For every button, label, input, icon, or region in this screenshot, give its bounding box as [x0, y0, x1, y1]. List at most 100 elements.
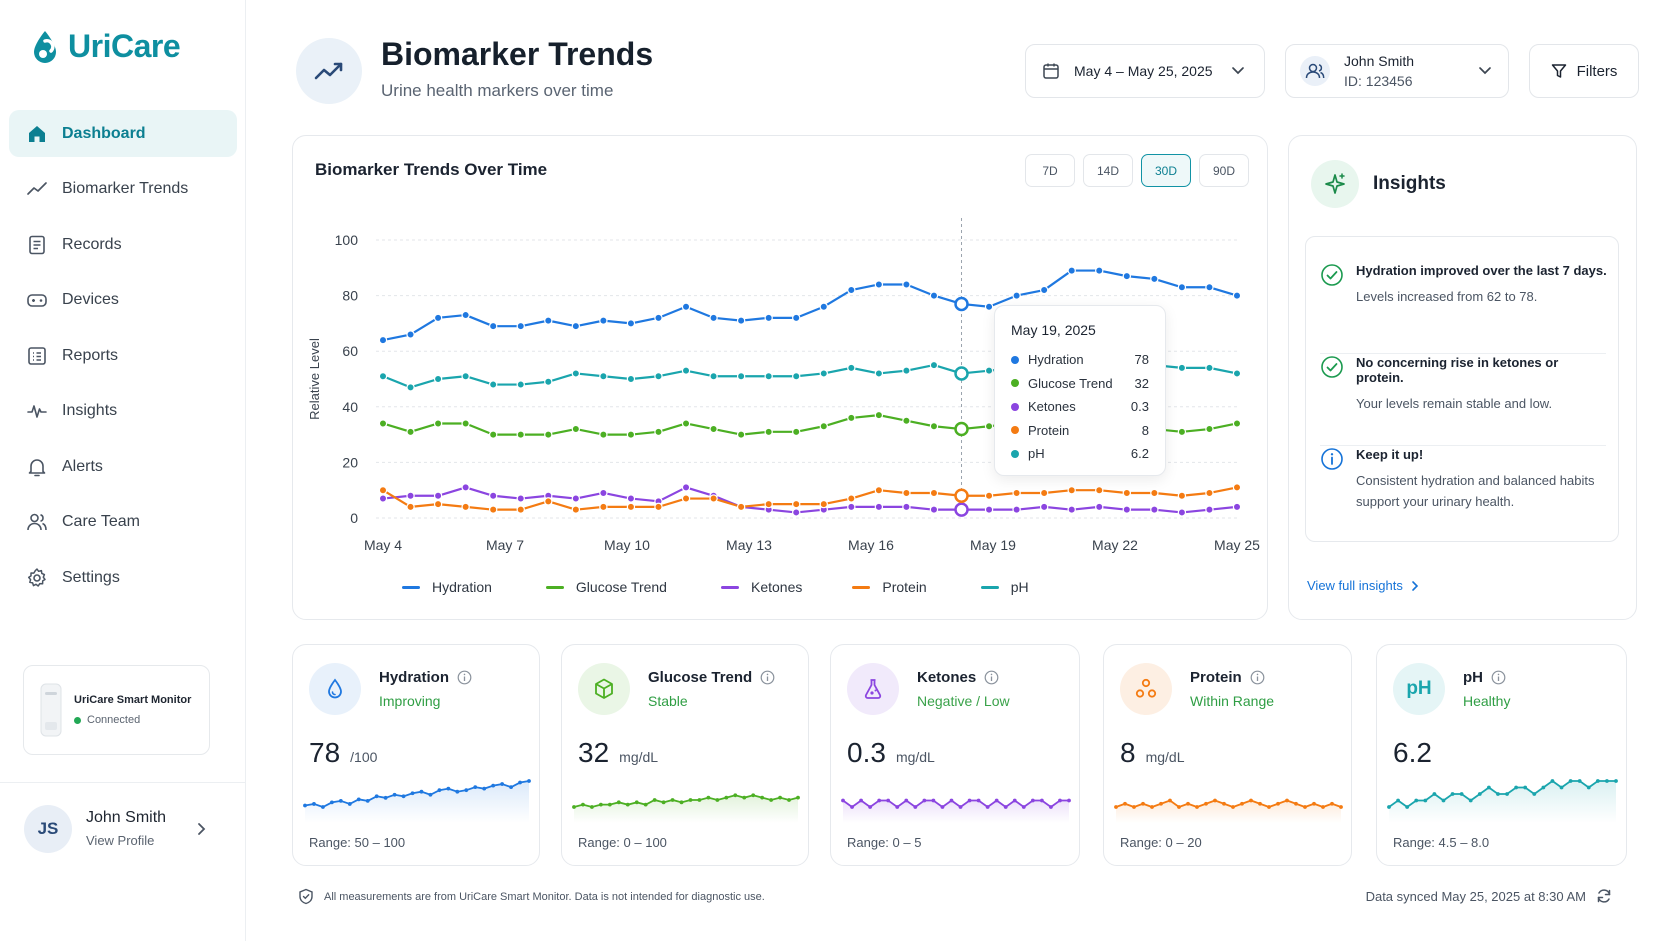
sidebar-item-insights[interactable]: Insights	[9, 388, 237, 435]
sparkline-point	[1396, 798, 1400, 803]
sidebar-item-biomarker-trends[interactable]: Biomarker Trends	[9, 166, 237, 213]
sidebar-item-settings[interactable]: Settings	[9, 554, 237, 601]
sparkline-point	[1387, 805, 1391, 809]
sparkline-point	[1058, 798, 1062, 803]
metric-range: Range: 50 – 100	[309, 835, 406, 850]
patient-avatar	[1300, 56, 1330, 86]
metric-status: Healthy	[1463, 693, 1511, 709]
sparkline-point	[607, 802, 612, 807]
sidebar-item-reports[interactable]: Reports	[9, 332, 237, 379]
connected-dot-icon	[74, 716, 81, 724]
metric-name: Ketones	[917, 669, 977, 686]
sparkline-point	[303, 803, 307, 808]
sparkline-point	[733, 793, 738, 798]
sparkline-point	[1496, 792, 1500, 796]
app-logo[interactable]: UriCare	[30, 28, 181, 65]
legend-label: pH	[1010, 579, 1029, 595]
tooltip-series-name: Protein	[1028, 422, 1070, 438]
sparkline-point	[616, 800, 621, 805]
sparkline-point	[859, 798, 863, 803]
sidebar-item-devices[interactable]: Devices	[9, 277, 237, 324]
sidebar-item-label: Dashboard	[62, 124, 146, 142]
metric-icon-wrap	[1120, 663, 1172, 715]
metric-range: Range: 0 – 20	[1120, 835, 1202, 850]
disclaimer: All measurements are from UriCare Smart …	[298, 888, 765, 905]
profile-link[interactable]: JS John Smith View Profile	[0, 782, 246, 874]
insight-item: Hydration improved over the last 7 days.…	[1320, 263, 1608, 307]
tooltip-row-protein: Protein 8	[1011, 419, 1149, 443]
sparkline-point	[868, 805, 873, 809]
info-icon[interactable]	[760, 670, 775, 685]
sparkline-point	[949, 798, 954, 803]
page-title: Biomarker Trends	[381, 36, 654, 72]
insight-title: No concerning rise in ketones or protein…	[1356, 355, 1559, 385]
date-range-picker[interactable]: May 4 – May 25, 2025	[1025, 44, 1265, 98]
metric-card-hydration[interactable]: Hydration Improving 78/100 Range: 50 – 100	[292, 644, 540, 866]
metric-icon-wrap	[578, 663, 630, 715]
sidebar-item-care-team[interactable]: Care Team	[9, 499, 237, 546]
patient-selector[interactable]: John Smith ID: 123456	[1285, 44, 1509, 98]
info-icon[interactable]	[984, 670, 999, 685]
sparkline-point	[1423, 798, 1428, 803]
range-7d-button[interactable]: 7D	[1025, 154, 1075, 187]
legend-item-ketones[interactable]: Ketones	[720, 579, 803, 595]
sparkline-point	[347, 802, 352, 806]
ph-icon: pH	[1406, 678, 1432, 699]
filters-button[interactable]: Filters	[1529, 44, 1639, 98]
range-30d-button[interactable]: 30D	[1141, 154, 1191, 187]
refresh-icon[interactable]	[1596, 888, 1612, 904]
metric-card-protein[interactable]: Protein Within Range 8 mg/dL Range: 0 – 20	[1103, 644, 1352, 866]
metric-range: Range: 4.5 – 8.0	[1393, 835, 1490, 850]
sparkline-point	[419, 789, 424, 794]
tooltip-series-name: Glucose Trend	[1028, 375, 1113, 391]
range-14d-button[interactable]: 14D	[1083, 154, 1133, 187]
sparkline-area	[305, 781, 529, 823]
legend-dot-icon	[1011, 449, 1019, 458]
sparkline-point	[1159, 801, 1163, 806]
sparkline-point	[581, 802, 585, 807]
legend-label: Ketones	[750, 579, 803, 595]
info-icon[interactable]	[457, 670, 472, 685]
sparkline-point	[796, 795, 800, 800]
sparkline-point	[895, 805, 900, 809]
sparkline-point	[1003, 805, 1008, 809]
sidebar-item-records[interactable]: Records	[9, 221, 237, 268]
metric-value-row: 6.2	[1393, 737, 1442, 769]
insights-title: Insights	[1373, 173, 1446, 194]
sparkline-point	[1222, 801, 1226, 806]
legend-item-protein[interactable]: Protein	[852, 579, 927, 595]
sparkline-point	[1294, 801, 1298, 806]
sparkline-point	[697, 798, 702, 802]
device-card[interactable]: UriCare Smart Monitor Connected	[23, 665, 210, 755]
metric-card-glucose-trend[interactable]: Glucose Trend Stable 32 mg/dL Range: 0 – 100	[561, 644, 809, 866]
range-90d-button[interactable]: 90D	[1199, 154, 1249, 187]
sidebar-item-alerts[interactable]: Alerts	[9, 443, 237, 490]
view-profile-link[interactable]: View Profile	[86, 833, 155, 848]
sparkline-point	[1505, 792, 1509, 796]
sidebar-item-dashboard[interactable]: Dashboard	[9, 110, 237, 157]
info-icon[interactable]	[1491, 670, 1506, 685]
info-icon[interactable]	[1250, 670, 1265, 685]
legend-item-glucose-trend[interactable]: Glucose Trend	[545, 579, 667, 595]
metric-card-ketones[interactable]: Ketones Negative / Low 0.3 mg/dL Range: 0 – …	[830, 644, 1080, 866]
document-icon	[29, 235, 45, 254]
trend-icon	[27, 182, 47, 195]
sparkline-point	[1468, 798, 1473, 803]
sparkline-point	[1012, 798, 1017, 803]
view-full-insights-link[interactable]: View full insights	[1307, 578, 1419, 593]
metric-value: 8	[1120, 737, 1136, 768]
sidebar-item-label: Biomarker Trends	[62, 180, 189, 197]
report-icon	[28, 346, 46, 365]
metric-card-ph[interactable]: pH pH Healthy 6.2 Range: 4.5 – 8.0	[1376, 644, 1627, 866]
sparkline-point	[715, 798, 720, 802]
sparkline-point	[455, 789, 460, 794]
legend-item-hydration[interactable]: Hydration	[402, 579, 492, 595]
sparkline-area	[574, 795, 798, 823]
sparkline-point	[1267, 805, 1271, 809]
sparkline-point	[598, 802, 603, 807]
trend-line-icon	[314, 62, 343, 80]
legend-item-ph[interactable]: pH	[980, 579, 1029, 595]
sparkline-point	[356, 797, 361, 802]
sparkline-point	[365, 798, 370, 803]
check-circle-icon	[1321, 264, 1343, 286]
